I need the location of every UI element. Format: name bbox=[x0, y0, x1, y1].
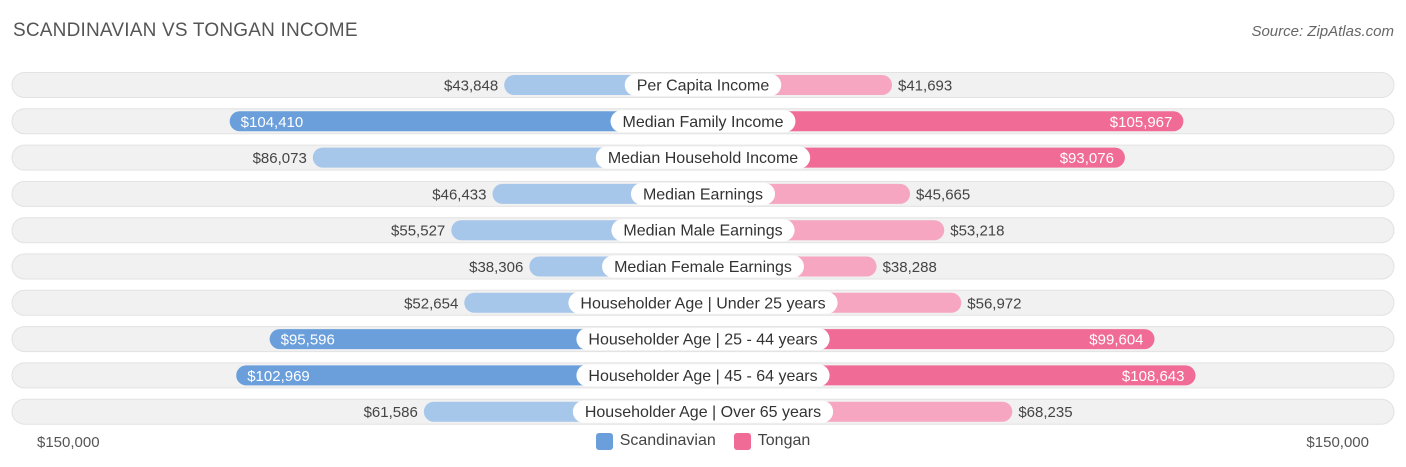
value-label-tongan-median-earnings: $45,665 bbox=[916, 186, 970, 203]
category-label-median-earnings: Median Earnings bbox=[643, 186, 763, 203]
value-label-tongan-householder-age-over-65-years: $68,235 bbox=[1018, 404, 1072, 421]
bar-tongan-median-family-income bbox=[703, 111, 1184, 132]
category-label-householder-age-under-25-years: Householder Age | Under 25 years bbox=[580, 295, 825, 312]
legend-label-scandinavian: Scandinavian bbox=[619, 432, 716, 449]
value-label-scandinavian-median-family-income: $104,410 bbox=[241, 114, 304, 131]
legend-item-scandinavian[interactable]: Scandinavian bbox=[595, 432, 716, 450]
value-label-scandinavian-householder-age-25-44-years: $95,596 bbox=[281, 332, 335, 349]
category-pill-householder-age-25-44-years bbox=[576, 328, 830, 351]
value-label-tongan-householder-age-under-25-years: $56,972 bbox=[967, 295, 1021, 312]
value-label-tongan-median-female-earnings: $38,288 bbox=[883, 259, 937, 276]
category-label-per-capita-income: Per Capita Income bbox=[637, 78, 770, 95]
value-label-tongan-householder-age-45-64-years: $108,643 bbox=[1122, 368, 1185, 385]
value-label-tongan-median-family-income: $105,967 bbox=[1110, 114, 1173, 131]
category-pill-median-household-income bbox=[595, 146, 811, 169]
category-label-median-household-income: Median Household Income bbox=[608, 150, 798, 167]
axis-left-label: $150,000 bbox=[37, 434, 100, 451]
value-label-tongan-median-household-income: $93,076 bbox=[1060, 150, 1114, 167]
category-pill-householder-age-45-64-years bbox=[576, 364, 830, 387]
category-pill-median-earnings bbox=[630, 182, 776, 205]
value-label-scandinavian-median-household-income: $86,073 bbox=[253, 150, 307, 167]
bar-scandinavian-median-family-income bbox=[229, 111, 703, 132]
category-pill-median-family-income bbox=[610, 110, 796, 133]
category-label-median-female-earnings: Median Female Earnings bbox=[614, 259, 792, 276]
value-label-tongan-householder-age-25-44-years: $99,604 bbox=[1089, 332, 1143, 349]
category-label-householder-age-over-65-years: Householder Age | Over 65 years bbox=[585, 404, 821, 421]
category-pill-per-capita-income bbox=[624, 74, 782, 96]
category-label-median-family-income: Median Family Income bbox=[623, 114, 784, 131]
legend-swatch-scandinavian bbox=[595, 432, 613, 450]
value-label-scandinavian-median-male-earnings: $55,527 bbox=[391, 223, 445, 240]
value-label-scandinavian-per-capita-income: $43,848 bbox=[444, 78, 498, 95]
category-label-householder-age-25-44-years: Householder Age | 25 - 44 years bbox=[588, 332, 817, 349]
value-label-scandinavian-householder-age-under-25-years: $52,654 bbox=[404, 295, 458, 312]
value-label-scandinavian-median-female-earnings: $38,306 bbox=[469, 259, 523, 276]
value-label-tongan-per-capita-income: $41,693 bbox=[898, 78, 952, 95]
value-label-scandinavian-householder-age-45-64-years: $102,969 bbox=[247, 368, 310, 385]
category-label-householder-age-45-64-years: Householder Age | 45 - 64 years bbox=[588, 368, 817, 385]
income-comparison-chart: $43,848 $41,693 Per Capita Income $104,410 $… bbox=[11, 72, 1395, 425]
legend: Scandinavian Tongan bbox=[0, 432, 1406, 450]
category-pill-median-female-earnings bbox=[602, 255, 804, 278]
category-pill-householder-age-under-25-years bbox=[568, 291, 838, 314]
legend-item-tongan[interactable]: Tongan bbox=[733, 432, 811, 450]
chart-title: SCANDINAVIAN VS TONGAN INCOME bbox=[13, 20, 358, 41]
category-pill-householder-age-over-65-years bbox=[572, 400, 834, 423]
legend-label-tongan: Tongan bbox=[757, 432, 811, 449]
source-label: Source: ZipAtlas.com bbox=[1251, 23, 1394, 40]
axis-right-label: $150,000 bbox=[1306, 434, 1369, 451]
category-label-median-male-earnings: Median Male Earnings bbox=[623, 223, 782, 240]
category-pill-median-male-earnings bbox=[611, 219, 795, 242]
legend-swatch-tongan bbox=[733, 432, 751, 450]
value-label-scandinavian-median-earnings: $46,433 bbox=[432, 186, 486, 203]
value-label-tongan-median-male-earnings: $53,218 bbox=[950, 223, 1004, 240]
value-label-scandinavian-householder-age-over-65-years: $61,586 bbox=[364, 404, 418, 421]
